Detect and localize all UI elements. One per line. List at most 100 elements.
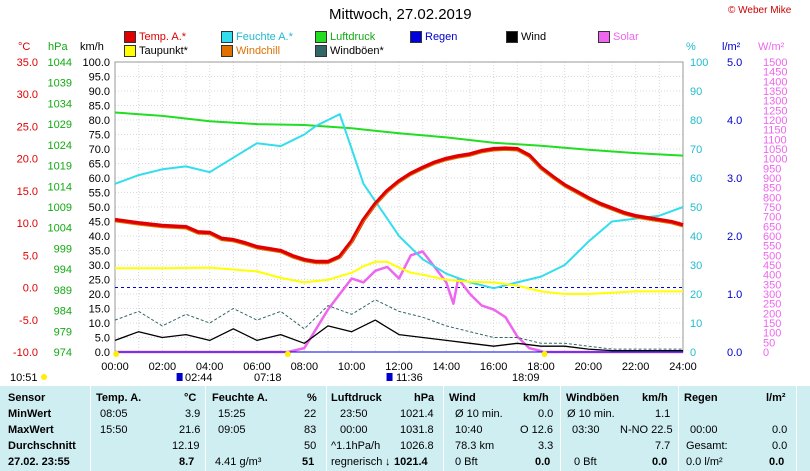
stats-now-wind-bft: 0 Bft	[455, 456, 478, 468]
legend-swatch	[124, 45, 136, 57]
stats-avg-rain-val: 0.0	[772, 440, 788, 452]
stats-min-label: MinWert	[8, 408, 52, 420]
wind-tick-label: 35.0	[89, 246, 110, 258]
wind-tick-label: 50.0	[89, 202, 110, 214]
solar-tick-label: 100	[763, 328, 781, 340]
solar-tick-label: 1050	[763, 144, 787, 156]
humidity-tick-label: 90	[690, 86, 702, 98]
stats-avg-temp-val: 12.19	[172, 440, 200, 452]
chart-series	[114, 111, 684, 354]
wind-tick-label: 5.0	[95, 333, 110, 345]
pressure-tick-label: 1034	[48, 98, 72, 110]
solar-tick-label: 400	[763, 270, 781, 282]
wind-tick-label: 55.0	[89, 188, 110, 200]
wind-tick-label: 80.0	[89, 115, 110, 127]
stats-avg-press-trend: ^1.1hPa/h	[331, 440, 381, 452]
legend-item: Windböen*	[315, 45, 384, 57]
humidity-tick-label: 100	[690, 57, 708, 69]
stats-avg-wind-dist: 78.3 km	[455, 440, 495, 452]
solar-tick-label: 200	[763, 308, 781, 320]
stats-header-press: Luftdruck	[331, 392, 382, 404]
copyright-label: © Weber Mike	[728, 5, 792, 16]
stats-now-wind-val: 0.0	[535, 456, 551, 468]
legend-item: Taupunkt*	[124, 45, 188, 57]
stats-header-temp: Temp. A.	[96, 392, 142, 404]
humidity-tick-label: 30	[690, 260, 702, 272]
solar-series	[115, 250, 683, 354]
dewpoint-series	[115, 260, 683, 295]
legend-item: Luftdruck	[315, 31, 375, 43]
pressure-tick-label: 1024	[48, 140, 72, 152]
legend-label: Wind	[521, 31, 547, 43]
wind-tick-label: 15.0	[89, 304, 110, 316]
stats-max-temp-time: 15:50	[100, 424, 128, 436]
stats-header-gust: Windböen	[566, 392, 620, 404]
legend-swatch	[506, 31, 518, 43]
stats-now-press-val: 1021.4	[394, 456, 428, 468]
legend-swatch	[315, 45, 327, 57]
stats-avg-rain-label: Gesamt:	[686, 440, 728, 452]
stats-max-press-time: 00:00	[340, 424, 368, 436]
now-marker	[41, 374, 47, 380]
solar-tick-label: 1400	[763, 76, 787, 88]
wind-tick-label: 65.0	[89, 159, 110, 171]
wind-tick-label: 70.0	[89, 144, 110, 156]
pressure-tick-label: 1039	[48, 78, 72, 90]
wind-tick-label: 30.0	[89, 260, 110, 272]
time-tick-label: 18:00	[527, 361, 555, 373]
stats-avg-press-val: 1026.8	[400, 440, 434, 452]
pressure-tick-label: 984	[54, 306, 72, 318]
stats-min-gust-label: Ø 10 min.	[567, 408, 615, 420]
solar-tick-label: 800	[763, 192, 781, 204]
solar-tick-label: 950	[763, 163, 781, 175]
temp-series	[114, 146, 684, 264]
temp-tick-label: 35.0	[17, 57, 38, 69]
pressure-tick-label: 999	[54, 243, 72, 255]
wind-tick-label: 0.0	[95, 347, 110, 359]
stats-header-wind-unit: km/h	[523, 392, 549, 404]
time-tick-label: 02:00	[149, 361, 177, 373]
time-tick-label: 04:00	[196, 361, 224, 373]
solar-tick-label: 250	[763, 299, 781, 311]
pressure-unit: hPa	[48, 41, 68, 53]
pressure-tick-label: 989	[54, 285, 72, 297]
solar-tick-label: 900	[763, 173, 781, 185]
legend-label: Windböen*	[330, 45, 384, 57]
stats-max-rain-val: 0.0	[772, 424, 788, 436]
stats-max-gust-dir: N-NO 22.5	[620, 424, 673, 436]
legend-item: Regen	[410, 31, 457, 43]
pressure-series	[114, 111, 684, 157]
stats-max-temp-val: 21.6	[179, 424, 201, 436]
stats-header-press-unit: hPa	[414, 392, 435, 404]
temp-tick-label: -5.0	[19, 315, 38, 327]
stats-now-press-trend: regnerisch	[331, 456, 383, 468]
stats-min-wind-val: 0.0	[538, 408, 554, 420]
solar-tick-label: 650	[763, 221, 781, 233]
wind-tick-label: 45.0	[89, 217, 110, 229]
chart-title: Mittwoch, 27.02.2019	[329, 6, 472, 23]
temp-tick-label: 30.0	[17, 89, 38, 101]
stats-max-hum-val: 83	[304, 424, 317, 436]
humidity-tick-label: 0	[690, 347, 696, 359]
wind-tick-label: 90.0	[89, 86, 110, 98]
solar-tick-label: 1150	[763, 125, 787, 137]
legend-item: Wind	[506, 31, 546, 43]
start-marker	[113, 351, 120, 357]
windchill-series	[114, 149, 684, 265]
wind-tick-label: 60.0	[89, 173, 110, 185]
stats-now-abs-hum: 4.41 g/m³	[215, 456, 262, 468]
stats-now-trend-arrow: ↓	[385, 456, 391, 468]
temp-tick-label: 25.0	[17, 121, 38, 133]
time-tick-label: 08:00	[291, 361, 319, 373]
humidity-tick-label: 60	[690, 173, 702, 185]
sunrise-marker	[284, 351, 291, 357]
solar-tick-label: 1350	[763, 86, 787, 98]
stats-now-label: 27.02. 23:55	[8, 456, 70, 468]
stats-table	[0, 386, 810, 471]
stats-min-press-val: 1021.4	[400, 408, 434, 420]
time-tick-label: 20:00	[575, 361, 603, 373]
wind-tick-label: 10.0	[89, 318, 110, 330]
temp-max-marker	[386, 373, 393, 381]
stats-max-press-val: 1031.8	[400, 424, 434, 436]
legend-item: Solar	[598, 31, 639, 43]
